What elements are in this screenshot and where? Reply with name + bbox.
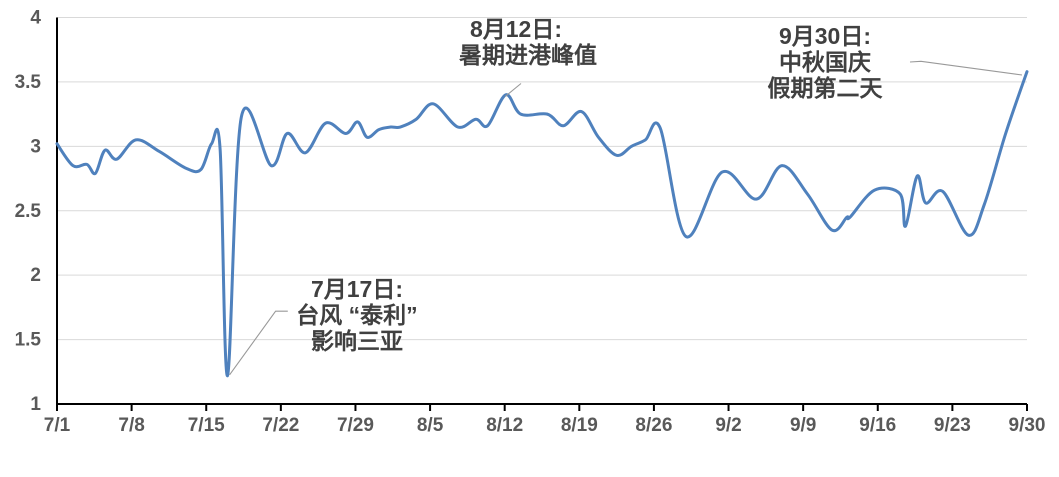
svg-text:7/22: 7/22 [262, 415, 299, 436]
svg-text:3: 3 [30, 136, 41, 157]
svg-text:暑期进港峰值: 暑期进港峰值 [459, 42, 597, 68]
svg-text:7/29: 7/29 [337, 415, 374, 436]
svg-text:中秋国庆: 中秋国庆 [779, 49, 871, 75]
svg-text:3.5: 3.5 [15, 72, 42, 93]
svg-text:9/2: 9/2 [715, 415, 741, 436]
svg-text:4: 4 [30, 8, 41, 29]
svg-text:9/30: 9/30 [1009, 415, 1046, 436]
svg-text:7月17日:: 7月17日: [311, 276, 403, 302]
svg-text:2.5: 2.5 [15, 201, 42, 222]
svg-text:2: 2 [30, 265, 41, 286]
svg-text:台风 “泰利”: 台风 “泰利” [296, 302, 417, 328]
svg-text:7/15: 7/15 [188, 415, 225, 436]
svg-text:7/8: 7/8 [118, 415, 144, 436]
svg-text:8/26: 8/26 [635, 415, 672, 436]
svg-text:1: 1 [30, 394, 41, 415]
svg-text:9/16: 9/16 [859, 415, 896, 436]
svg-text:8/5: 8/5 [417, 415, 444, 436]
svg-text:假期第二天: 假期第二天 [768, 75, 884, 101]
svg-text:9/23: 9/23 [934, 415, 971, 436]
svg-text:9月30日:: 9月30日: [779, 23, 871, 49]
svg-text:1.5: 1.5 [15, 330, 42, 351]
svg-text:8/19: 8/19 [561, 415, 598, 436]
svg-text:影响三亚: 影响三亚 [311, 328, 403, 354]
svg-text:8月12日:: 8月12日: [470, 16, 562, 42]
svg-text:9/9: 9/9 [790, 415, 816, 436]
svg-text:8/12: 8/12 [486, 415, 523, 436]
svg-text:7/1: 7/1 [44, 415, 71, 436]
